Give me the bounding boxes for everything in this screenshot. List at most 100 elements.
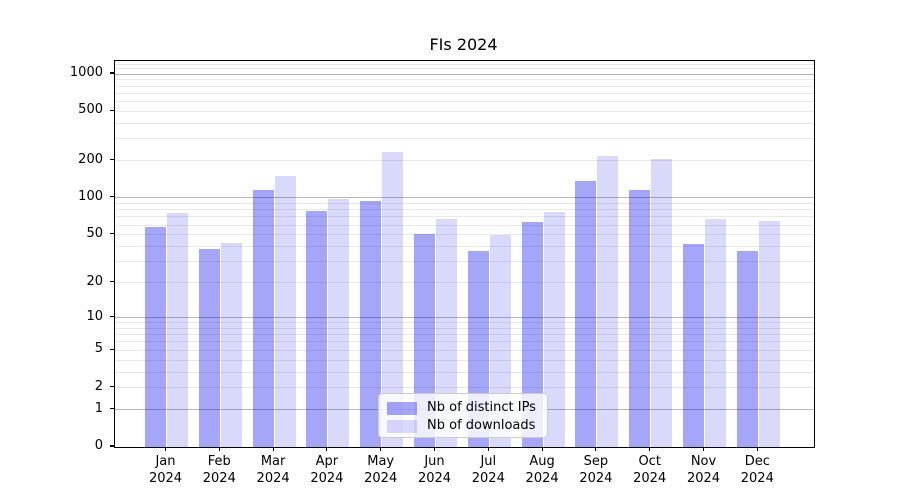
gridline-minor xyxy=(115,101,814,102)
y-tick-mark xyxy=(110,109,114,111)
x-tick-label-jun: Jun 2024 xyxy=(417,454,452,486)
y-tick-label: 10 xyxy=(86,308,103,324)
y-tick-mark xyxy=(110,233,114,235)
gridline-minor xyxy=(115,63,814,65)
bar-downloads-jun xyxy=(436,219,458,447)
bar-distinct-ips-apr xyxy=(306,211,328,447)
x-tick-label-feb: Feb 2024 xyxy=(202,454,236,486)
gridline-minor xyxy=(115,282,814,284)
legend-swatch-distinct-ips xyxy=(387,401,417,415)
x-tick-label-aug: Aug 2024 xyxy=(525,454,559,486)
y-tick-mark xyxy=(110,281,114,283)
legend-item-downloads: Nb of downloads xyxy=(387,418,539,434)
legend-label-downloads: Nb of downloads xyxy=(427,418,536,433)
gridline-minor xyxy=(115,327,814,329)
y-tick-label: 500 xyxy=(78,102,103,118)
bar-distinct-ips-jan xyxy=(144,226,166,447)
legend: Nb of distinct IPs Nb of downloads xyxy=(378,393,548,438)
bar-downloads-oct xyxy=(651,159,673,447)
bar-downloads-jan xyxy=(167,212,189,447)
gridline-minor xyxy=(115,92,814,94)
gridline-major xyxy=(115,197,814,199)
y-tick-label: 2 xyxy=(94,378,103,394)
gridline-minor xyxy=(115,110,814,112)
legend-item-distinct-ips: Nb of distinct IPs xyxy=(387,400,539,416)
y-tick-mark xyxy=(110,196,114,198)
legend-label-distinct-ips: Nb of distinct IPs xyxy=(427,400,536,415)
y-tick-label: 200 xyxy=(78,151,103,167)
bar-distinct-ips-feb xyxy=(198,249,220,447)
x-tick-label-sep: Sep 2024 xyxy=(579,454,613,486)
gridline-minor xyxy=(115,202,814,204)
bar-downloads-may xyxy=(382,152,404,447)
gridline-minor xyxy=(115,224,814,226)
x-tick-mark xyxy=(487,447,489,452)
y-tick-mark xyxy=(110,348,114,350)
bar-distinct-ips-nov xyxy=(682,243,704,447)
bar-distinct-ips-may xyxy=(360,200,382,447)
gridline-minor xyxy=(115,322,814,324)
gridline-minor xyxy=(115,359,814,361)
gridline-major xyxy=(115,317,814,318)
chart-title: FIs 2024 xyxy=(429,35,498,54)
gridline-minor xyxy=(115,371,814,373)
gridline-major xyxy=(115,73,814,75)
legend-swatch-downloads xyxy=(387,419,417,433)
gridline-minor xyxy=(115,334,814,336)
gridline-minor xyxy=(115,341,814,343)
y-tick-label: 50 xyxy=(86,225,103,241)
x-tick-label-jan: Jan 2024 xyxy=(148,454,183,486)
gridline-minor xyxy=(115,209,814,211)
x-tick-mark xyxy=(272,447,274,452)
y-tick-label: 20 xyxy=(86,273,103,289)
plot-area xyxy=(114,60,815,448)
gridline-minor xyxy=(115,349,814,351)
y-tick-label: 0 xyxy=(94,438,103,453)
y-tick-mark xyxy=(110,315,114,318)
x-tick-label-apr: Apr 2024 xyxy=(310,454,344,486)
bar-distinct-ips-mar xyxy=(252,190,274,447)
x-tick-mark xyxy=(218,447,220,452)
y-tick-label: 1 xyxy=(94,400,103,416)
gridline-minor xyxy=(115,387,814,389)
y-tick-mark xyxy=(110,72,114,74)
bar-distinct-ips-oct xyxy=(629,189,651,447)
y-tick-mark xyxy=(110,408,114,410)
bar-downloads-feb xyxy=(220,242,242,447)
y-tick-label: 5 xyxy=(94,341,103,357)
gridline-minor xyxy=(115,234,814,236)
y-tick-mark xyxy=(110,159,114,161)
bar-downloads-aug xyxy=(543,211,565,447)
x-tick-mark xyxy=(756,447,758,452)
gridline-minor xyxy=(115,246,814,247)
gridline-minor xyxy=(115,122,814,124)
bar-distinct-ips-aug xyxy=(521,221,543,447)
x-tick-mark xyxy=(649,447,651,452)
gridline-minor xyxy=(115,68,814,70)
x-tick-label-mar: Mar 2024 xyxy=(256,454,290,486)
gridline-minor xyxy=(115,216,814,218)
bar-downloads-nov xyxy=(705,219,727,447)
bar-downloads-apr xyxy=(328,199,350,447)
bar-distinct-ips-sep xyxy=(575,181,597,447)
gridline-minor xyxy=(115,138,814,140)
x-tick-mark xyxy=(164,447,167,452)
bar-downloads-dec xyxy=(758,220,780,447)
x-tick-mark xyxy=(595,447,597,452)
x-tick-mark xyxy=(541,447,543,452)
bar-downloads-sep xyxy=(597,155,619,447)
x-tick-label-oct: Oct 2024 xyxy=(633,454,667,486)
bar-downloads-mar xyxy=(274,176,296,447)
gridline-minor xyxy=(115,261,814,263)
x-tick-mark xyxy=(380,447,382,452)
x-tick-label-dec: Dec 2024 xyxy=(740,454,774,486)
gridline-minor xyxy=(115,85,814,87)
x-tick-label-jul: Jul 2024 xyxy=(471,454,505,486)
y-tick-mark xyxy=(110,386,114,388)
y-tick-label: 1000 xyxy=(69,65,103,80)
gridline-minor xyxy=(115,160,814,162)
y-tick-label: 100 xyxy=(78,188,103,204)
x-tick-mark xyxy=(433,447,436,452)
x-tick-mark xyxy=(702,447,705,452)
